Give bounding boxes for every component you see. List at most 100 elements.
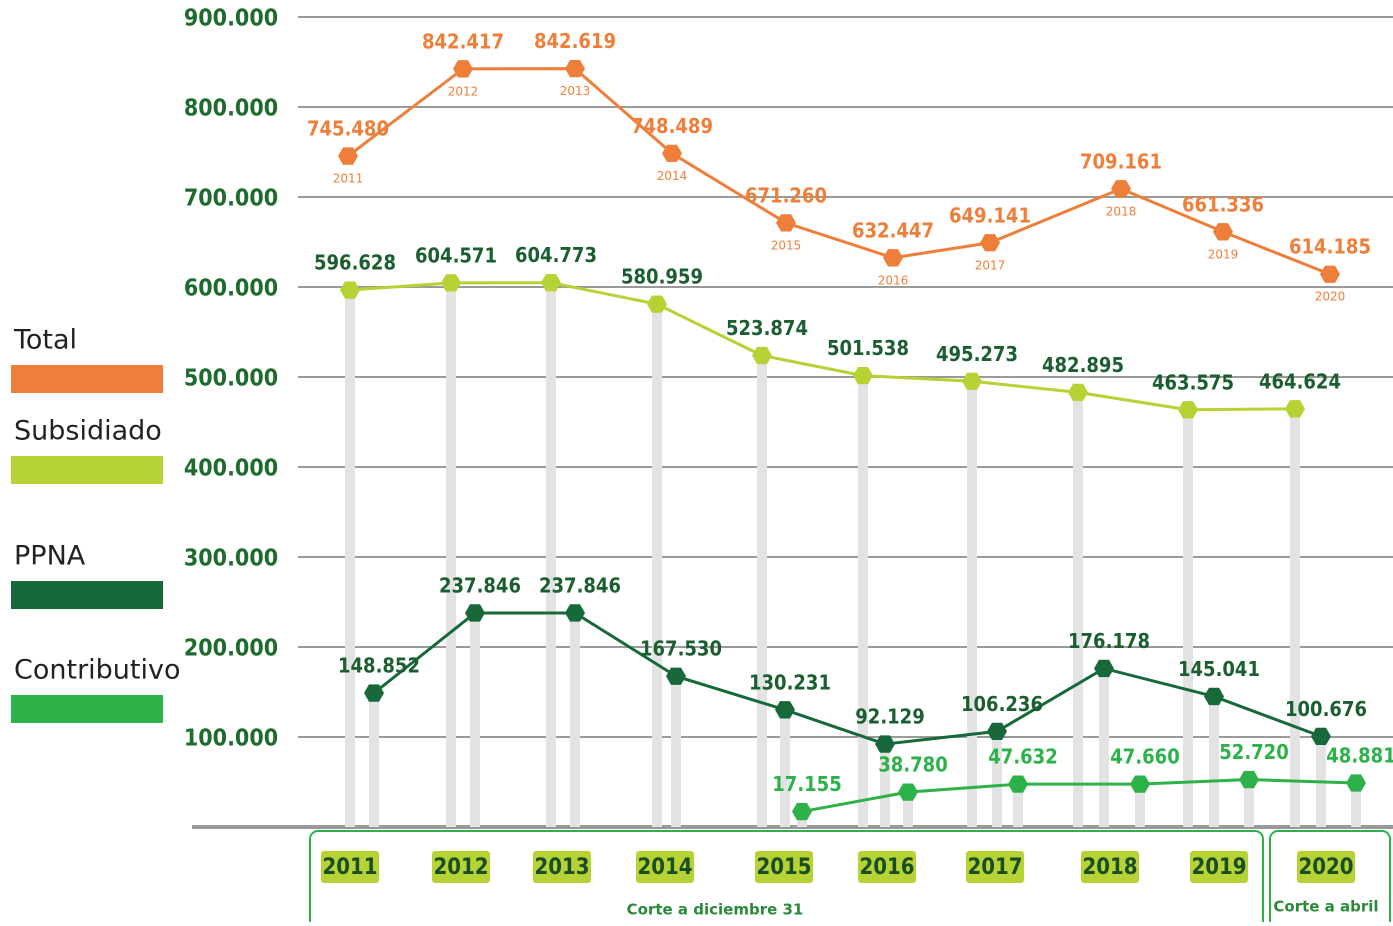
value-label: 495.273 bbox=[936, 342, 1018, 366]
pillar bbox=[570, 612, 580, 827]
point-year: 2020 bbox=[1315, 290, 1346, 304]
pillar bbox=[858, 375, 868, 827]
point-year: 2016 bbox=[878, 273, 909, 287]
value-label: 47.632 bbox=[988, 745, 1057, 769]
value-label: 632.447 bbox=[852, 218, 934, 242]
pillar bbox=[1013, 784, 1023, 827]
point bbox=[980, 234, 1000, 252]
point bbox=[752, 346, 772, 365]
point bbox=[565, 59, 585, 78]
y-tick-label: 600.000 bbox=[184, 276, 278, 302]
y-tick-label: 100.000 bbox=[184, 726, 278, 752]
value-label: 580.959 bbox=[621, 265, 703, 289]
x-tick-label: 2020 bbox=[1298, 855, 1353, 880]
point bbox=[883, 249, 903, 267]
legend-swatch bbox=[11, 581, 163, 609]
value-label: 482.895 bbox=[1042, 353, 1124, 377]
value-label: 523.874 bbox=[726, 316, 808, 340]
y-tick-label: 900.000 bbox=[184, 6, 278, 32]
category-box bbox=[755, 851, 813, 883]
y-tick-label: 400.000 bbox=[184, 456, 278, 482]
point bbox=[647, 295, 667, 313]
value-label: 52.720 bbox=[1219, 740, 1288, 764]
point bbox=[364, 684, 384, 702]
point-year: 2017 bbox=[975, 258, 1006, 272]
pillar bbox=[345, 290, 355, 827]
value-label: 145.041 bbox=[1178, 657, 1260, 681]
point bbox=[541, 274, 561, 292]
value-label: 709.161 bbox=[1080, 149, 1162, 173]
annotation: Corte a abril bbox=[1273, 898, 1378, 916]
value-label: 47.660 bbox=[1110, 745, 1179, 769]
point bbox=[441, 274, 461, 292]
point bbox=[1285, 400, 1305, 418]
point bbox=[666, 667, 686, 685]
x-tick-label: 2015 bbox=[756, 855, 811, 880]
pillar bbox=[757, 355, 767, 827]
point bbox=[1130, 775, 1150, 793]
x-tick-label: 2012 bbox=[433, 855, 488, 880]
pillar bbox=[903, 792, 913, 827]
point bbox=[1111, 180, 1131, 198]
category-box bbox=[966, 851, 1024, 883]
point bbox=[987, 722, 1007, 741]
period-frame bbox=[309, 830, 1264, 926]
category-box bbox=[1297, 851, 1355, 883]
value-label: 842.417 bbox=[422, 29, 504, 53]
value-label: 38.780 bbox=[878, 753, 947, 777]
point bbox=[453, 60, 473, 78]
point bbox=[1239, 770, 1259, 789]
category-box bbox=[858, 851, 916, 883]
legend-label: PPNA bbox=[14, 541, 86, 572]
legend-label: Contributivo bbox=[14, 655, 181, 686]
x-tick-label: 2017 bbox=[967, 855, 1022, 880]
y-tick-label: 500.000 bbox=[184, 366, 278, 392]
point bbox=[1213, 223, 1233, 241]
point bbox=[875, 735, 895, 753]
point bbox=[1204, 687, 1224, 706]
value-label: 17.155 bbox=[772, 772, 841, 796]
x-tick-label: 2016 bbox=[859, 855, 914, 880]
value-label: 604.773 bbox=[515, 243, 597, 267]
pillar bbox=[671, 676, 681, 827]
annotation: Corte a diciembre 31 bbox=[627, 901, 804, 919]
point-year: 2012 bbox=[448, 84, 479, 98]
point-year: 2011 bbox=[333, 172, 364, 186]
pillar bbox=[1351, 783, 1361, 827]
x-tick-label: 2019 bbox=[1191, 855, 1246, 880]
pillar bbox=[446, 282, 456, 827]
legend-label: Subsidiado bbox=[14, 416, 162, 447]
series-line bbox=[801, 778, 1357, 814]
value-label: 748.489 bbox=[631, 114, 713, 138]
y-tick-label: 300.000 bbox=[184, 546, 278, 572]
category-box bbox=[1190, 851, 1248, 883]
value-label: 92.129 bbox=[855, 705, 924, 729]
pillar bbox=[1073, 392, 1083, 827]
point-year: 2018 bbox=[1106, 204, 1137, 218]
point bbox=[338, 147, 358, 165]
y-tick-label: 700.000 bbox=[184, 186, 278, 212]
y-tick-label: 800.000 bbox=[184, 96, 278, 122]
point bbox=[775, 701, 795, 719]
point-year: 2019 bbox=[1208, 247, 1239, 261]
value-label: 596.628 bbox=[314, 251, 396, 275]
value-label: 237.846 bbox=[539, 573, 621, 597]
value-label: 671.260 bbox=[745, 183, 827, 207]
point bbox=[1178, 401, 1198, 419]
pillar bbox=[780, 709, 790, 827]
value-label: 130.231 bbox=[749, 670, 831, 694]
value-label: 604.571 bbox=[415, 243, 497, 267]
value-label: 463.575 bbox=[1152, 370, 1234, 394]
period-frame bbox=[1269, 830, 1391, 926]
point bbox=[1311, 727, 1331, 746]
pillar bbox=[1135, 784, 1145, 827]
point-year: 2013 bbox=[560, 84, 591, 98]
point bbox=[792, 802, 812, 821]
value-label: 148.852 bbox=[338, 654, 420, 678]
point bbox=[340, 281, 360, 299]
point bbox=[662, 144, 682, 163]
value-label: 48.881 bbox=[1326, 744, 1393, 768]
legend-swatch bbox=[11, 456, 163, 484]
value-label: 106.236 bbox=[961, 692, 1043, 716]
series-line bbox=[373, 611, 1322, 746]
